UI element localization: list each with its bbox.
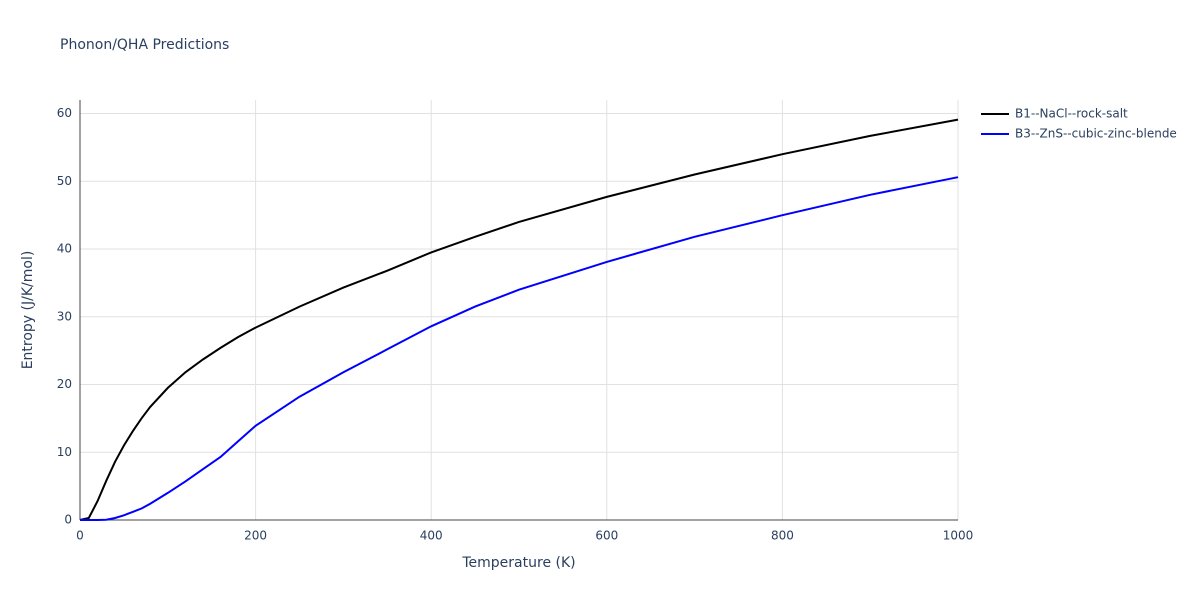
- x-tick-label: 800: [771, 529, 794, 543]
- x-tick-label: 1000: [943, 529, 974, 543]
- y-tick-label: 0: [64, 513, 72, 527]
- y-tick-label: 30: [57, 309, 72, 323]
- series-line: [80, 176, 959, 521]
- y-axis-label: Entropy (J/K/mol): [20, 251, 36, 370]
- series-line: [79, 118, 959, 521]
- x-tick-label: 200: [244, 529, 267, 543]
- legend-label: B1--NaCl--rock-salt: [1015, 107, 1128, 121]
- x-axis-label: Temperature (K): [461, 555, 575, 571]
- x-tick-label: 600: [595, 529, 618, 543]
- y-tick-label: 40: [57, 242, 72, 256]
- y-tick-label: 50: [57, 174, 72, 188]
- x-tick-label: 0: [76, 529, 84, 543]
- y-tick-label: 10: [57, 445, 72, 459]
- legend-label: B3--ZnS--cubic-zinc-blende: [1015, 127, 1177, 141]
- chart-title: Phonon/QHA Predictions: [60, 37, 229, 53]
- x-tick-label: 400: [420, 529, 443, 543]
- y-tick-label: 20: [57, 377, 72, 391]
- y-tick-label: 60: [57, 106, 72, 120]
